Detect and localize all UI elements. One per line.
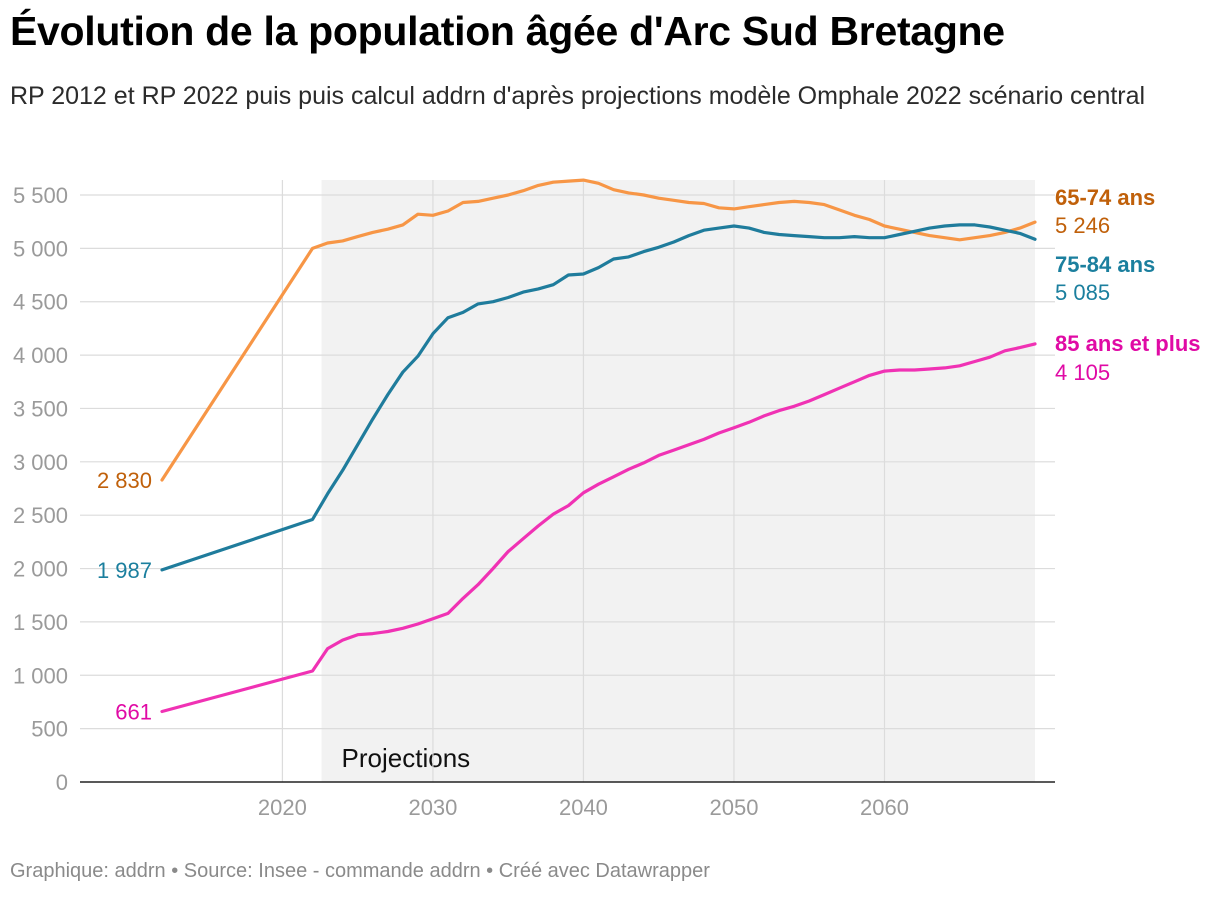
y-tick-label: 0	[56, 770, 68, 795]
series-line-75-84	[160, 223, 1037, 572]
series-lines	[160, 178, 1037, 714]
x-tick-label: 2060	[860, 795, 909, 820]
grid-lines: 0 500 1 000 1 500 2 000 2 500 3 000 3 500 4 000 4…	[13, 180, 1055, 795]
y-tick-label: 3 000	[13, 450, 68, 475]
series-name-label-75-84: 75-84 ans	[1055, 252, 1155, 277]
end-value-label-65-74: 5 246	[1055, 213, 1110, 238]
series-line-85-plus	[160, 342, 1037, 714]
chart-footer: Graphique: addrn • Source: Insee - comma…	[10, 860, 710, 882]
start-value-label-85-plus: 661	[115, 699, 152, 724]
x-axis: 2020 2030 2040 2050 2060	[80, 781, 1055, 820]
y-tick-label: 5 000	[13, 236, 68, 261]
y-tick-label: 1 500	[13, 610, 68, 635]
x-tick-label: 2020	[258, 795, 307, 820]
series-name-label-65-74: 65-74 ans	[1055, 185, 1155, 210]
start-value-label-65-74: 2 830	[97, 468, 152, 493]
chart-subtitle: RP 2012 et RP 2022 puis puis calcul addr…	[10, 82, 1146, 110]
y-tick-label: 4 500	[13, 290, 68, 315]
x-tick-label: 2030	[408, 795, 457, 820]
y-tick-label: 2 500	[13, 503, 68, 528]
start-value-label-75-84: 1 987	[97, 558, 152, 583]
y-tick-label: 2 000	[13, 557, 68, 582]
series-labels: 2 830 65-74 ans 5 246 1 987 75-84 ans 5 085 66…	[97, 185, 1201, 724]
end-value-label-85-plus: 4 105	[1055, 360, 1110, 385]
y-tick-label: 3 500	[13, 396, 68, 421]
projection-shade	[321, 180, 1035, 782]
chart-title: Évolution de la population âgée d'Arc Su…	[10, 8, 1005, 54]
projection-region: Projections	[321, 180, 1035, 782]
end-value-label-75-84: 5 085	[1055, 280, 1110, 305]
projection-label: Projections	[342, 743, 471, 773]
y-tick-label: 500	[31, 717, 68, 742]
y-tick-label: 5 500	[13, 183, 68, 208]
y-tick-label: 4 000	[13, 343, 68, 368]
y-tick-label: 1 000	[13, 663, 68, 688]
series-name-label-85-plus: 85 ans et plus	[1055, 331, 1201, 356]
x-tick-label: 2050	[709, 795, 758, 820]
x-tick-label: 2040	[559, 795, 608, 820]
